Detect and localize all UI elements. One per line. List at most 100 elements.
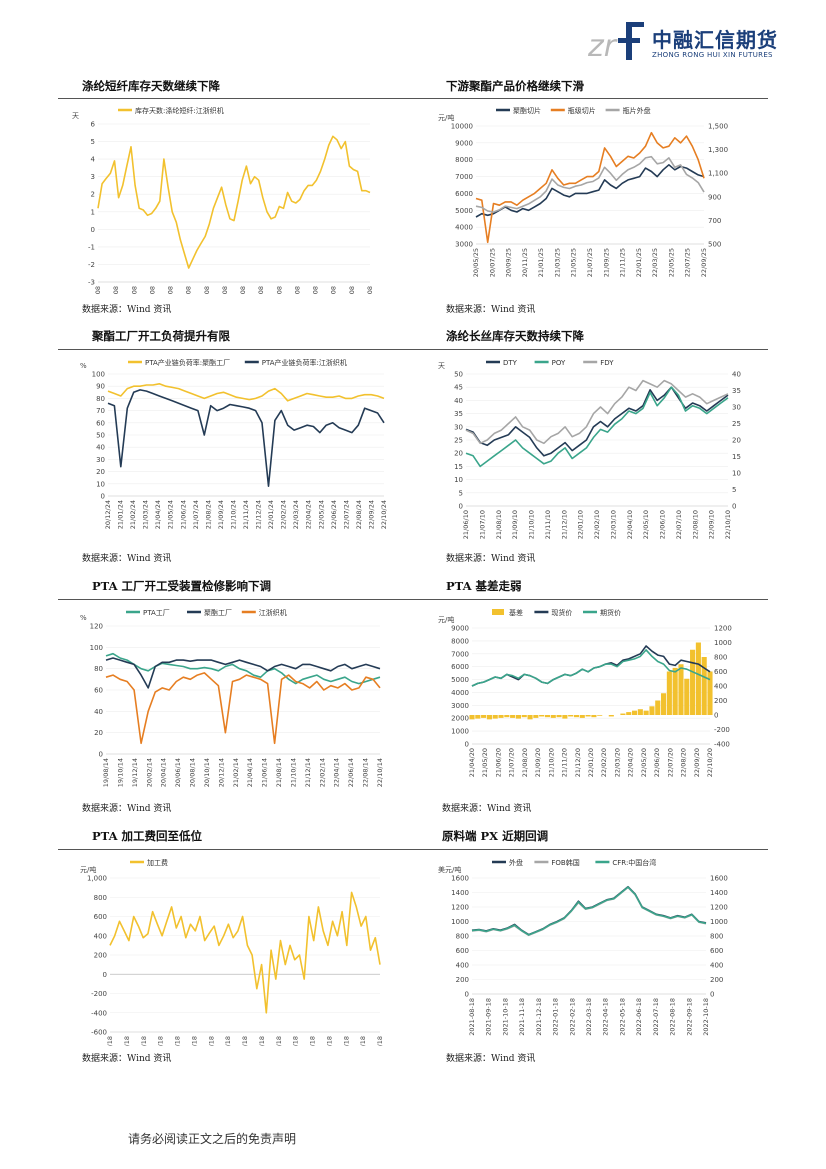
x-tick-label: 21/10/10: [528, 510, 536, 539]
y-right-tick-label: 0: [714, 712, 718, 720]
x-tick-label: 22/01/08: [203, 286, 211, 294]
x-tick-label: 22/03/24: [292, 500, 300, 529]
x-tick-label: 20/12/24: [104, 500, 112, 529]
y-right-tick-label: 1,500: [708, 123, 728, 131]
basis-bar: [637, 709, 643, 715]
series-line-3: [475, 155, 705, 213]
x-tick-label: 21/09/18: [157, 1036, 165, 1046]
x-tick-label: 22/08/20: [680, 748, 688, 777]
y-tick-label: 50: [454, 371, 463, 379]
y-tick-label: 600: [456, 947, 469, 955]
svg-text:zr: zr: [588, 29, 618, 64]
basis-bar: [631, 710, 638, 715]
legend-swatch: [492, 609, 504, 615]
x-tick-label: 21/08/18: [140, 1036, 148, 1046]
x-tick-label: 21/08/14: [275, 758, 283, 787]
basis-bar: [539, 715, 545, 717]
x-tick-label: 21/06/10: [462, 510, 470, 539]
series-line-1: [471, 885, 707, 936]
series-line-1: [109, 891, 381, 1014]
x-tick-label: 22/08/14: [362, 758, 370, 787]
y-tick-label: 35: [454, 410, 463, 418]
y-tick-label: 1000: [451, 918, 469, 926]
x-tick-label: 22/09/20: [693, 748, 701, 777]
x-tick-label: 21/03/24: [142, 500, 150, 529]
x-tick-label: 22/07/20: [666, 748, 674, 777]
x-tick-label: 21/06/20: [494, 748, 502, 777]
x-tick-label: 19/08/14: [102, 758, 110, 787]
section-title-6: PTA 基差走弱: [446, 579, 522, 593]
x-tick-label: 21/03/25: [553, 248, 561, 277]
y-tick-label: 3: [91, 173, 95, 181]
y-tick-label: 40: [94, 708, 103, 716]
y-right-tick-label: 0: [710, 991, 714, 999]
y-right-tick-label: 15: [732, 453, 741, 461]
y-tick-label: 5000: [455, 207, 473, 215]
x-tick-label: 2022-08-18: [669, 998, 677, 1036]
legend-label: 聚酯工厂: [204, 609, 232, 617]
basis-bar: [690, 649, 696, 715]
x-tick-label: 22/06/20: [653, 748, 661, 777]
y-tick-label: 30: [454, 423, 463, 431]
legend-label: FOB韩国: [551, 858, 579, 867]
y-right-tick-label: -400: [714, 741, 730, 749]
y-tick-label: 60: [96, 419, 105, 427]
y-tick-label: 600: [94, 913, 107, 921]
y-right-tick-label: 1000: [714, 639, 732, 647]
y-tick-label: 6000: [451, 663, 469, 671]
x-tick-label: 21/02/14: [232, 758, 240, 787]
basis-bar: [550, 715, 556, 718]
y-tick-label: 100: [90, 644, 103, 652]
y-right-tick-label: 200: [714, 697, 727, 705]
y-right-tick-label: 800: [714, 654, 727, 662]
y-tick-label: 3000: [451, 702, 469, 710]
x-tick-label: 21/11/24: [242, 500, 250, 529]
basis-bar: [568, 715, 574, 717]
x-tick-label: 2021-09-18: [485, 998, 493, 1036]
y-right-tick-label: 600: [714, 668, 727, 676]
basis-bar: [597, 715, 603, 716]
y-tick-label: 8000: [451, 637, 469, 645]
x-tick-label: 21/06/14: [261, 758, 269, 787]
y-right-tick-label: 35: [732, 387, 741, 395]
x-tick-label: 21/09/25: [602, 248, 610, 277]
x-tick-label: 22/08/08: [330, 286, 338, 294]
y-tick-label: 100: [92, 371, 105, 379]
y-tick-label: 0: [459, 503, 463, 511]
source-note-1: 数据来源：Wind 资讯: [82, 305, 172, 315]
x-tick-label: 22/09/18: [359, 1036, 367, 1046]
source-note-2: 数据来源：Wind 资讯: [446, 305, 536, 315]
divider-row-3: [58, 599, 768, 600]
basis-bar: [643, 710, 649, 715]
y-tick-label: 70: [96, 407, 105, 415]
basis-bar: [498, 715, 504, 718]
disclaimer-footer: 请务必阅读正文之后的免责声明: [128, 1132, 297, 1146]
logo-chinese-name: 中融汇信期货: [652, 28, 778, 52]
y-tick-label: -200: [91, 990, 107, 998]
x-tick-label: 22/06/24: [330, 500, 338, 529]
series-line-2: [105, 657, 381, 689]
legend-label: 瓶级切片: [568, 106, 596, 115]
x-tick-label: 20/02/14: [145, 758, 153, 787]
x-tick-label: 19/12/14: [131, 758, 139, 787]
x-tick-label: 22/04/18: [275, 1036, 283, 1046]
basis-bar: [469, 715, 475, 720]
basis-bar: [515, 715, 521, 719]
x-tick-label: 2022-09-18: [685, 998, 693, 1036]
x-tick-label: 21/10/24: [229, 500, 237, 529]
basis-bar: [707, 671, 713, 715]
y-tick-label: 120: [90, 623, 103, 631]
x-tick-label: 21/12/24: [255, 500, 263, 529]
x-tick-label: 20/08/14: [189, 758, 197, 787]
y-tick-label: 0: [99, 751, 103, 759]
basis-bar: [544, 715, 551, 718]
basis-bar: [666, 671, 672, 715]
x-tick-label: 22/04/14: [333, 758, 341, 787]
y-tick-label: 4: [91, 156, 96, 164]
basis-bar: [492, 715, 498, 719]
y-tick-label: 0: [465, 991, 469, 999]
y-tick-label: 9000: [451, 625, 469, 633]
source-note-5: 数据来源：Wind 资讯: [82, 804, 172, 814]
y-tick-label: -600: [91, 1029, 107, 1037]
y-right-tick-label: 40: [732, 371, 741, 379]
